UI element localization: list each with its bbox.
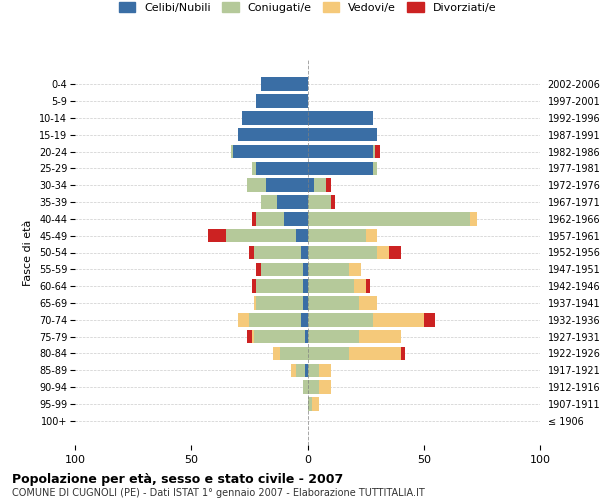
Bar [375,145,380,158]
Bar [261,262,303,276]
Bar [373,145,375,158]
Bar [250,313,301,326]
Bar [277,196,308,209]
Bar [301,313,308,326]
Bar [319,364,331,377]
Bar [349,262,361,276]
Bar [308,212,470,226]
Bar [261,196,277,209]
Bar [254,296,256,310]
Bar [303,296,308,310]
Bar [250,246,254,259]
Bar [303,262,308,276]
Bar [256,162,308,175]
Bar [314,178,326,192]
Bar [349,346,401,360]
Bar [308,296,359,310]
Bar [254,330,305,344]
Bar [389,246,401,259]
Bar [242,111,308,124]
Bar [365,280,370,293]
Bar [238,128,308,141]
Bar [254,246,301,259]
Bar [326,178,331,192]
Bar [256,280,303,293]
Bar [256,262,261,276]
Bar [252,330,254,344]
Y-axis label: Fasce di età: Fasce di età [23,220,34,286]
Bar [308,246,377,259]
Bar [303,380,308,394]
Bar [308,313,373,326]
Bar [308,380,319,394]
Bar [303,280,308,293]
Bar [470,212,477,226]
Bar [256,94,308,108]
Bar [280,346,308,360]
Bar [256,296,303,310]
Bar [272,346,280,360]
Bar [308,178,314,192]
Bar [308,128,377,141]
Bar [319,380,331,394]
Bar [308,111,373,124]
Bar [308,346,349,360]
Bar [296,229,308,242]
Bar [308,280,354,293]
Bar [238,313,250,326]
Bar [226,229,296,242]
Bar [308,196,331,209]
Bar [331,196,335,209]
Bar [301,246,308,259]
Bar [312,397,319,410]
Bar [308,145,373,158]
Bar [305,330,308,344]
Bar [233,145,308,158]
Bar [231,145,233,158]
Bar [208,229,226,242]
Bar [365,229,377,242]
Bar [305,364,308,377]
Bar [424,313,436,326]
Bar [354,280,365,293]
Bar [308,162,373,175]
Bar [256,212,284,226]
Bar [284,212,308,226]
Bar [252,280,256,293]
Bar [377,246,389,259]
Bar [247,330,252,344]
Text: Popolazione per età, sesso e stato civile - 2007: Popolazione per età, sesso e stato civil… [12,472,343,486]
Bar [296,364,305,377]
Bar [252,162,256,175]
Text: COMUNE DI CUGNOLI (PE) - Dati ISTAT 1° gennaio 2007 - Elaborazione TUTTITALIA.IT: COMUNE DI CUGNOLI (PE) - Dati ISTAT 1° g… [12,488,425,498]
Bar [308,262,349,276]
Bar [373,313,424,326]
Bar [266,178,308,192]
Bar [401,346,405,360]
Bar [359,296,377,310]
Bar [247,178,266,192]
Bar [373,162,377,175]
Bar [308,330,359,344]
Legend: Celibi/Nubili, Coniugati/e, Vedovi/e, Divorziati/e: Celibi/Nubili, Coniugati/e, Vedovi/e, Di… [113,0,502,18]
Bar [308,364,319,377]
Bar [261,78,308,91]
Bar [252,212,256,226]
Bar [308,229,365,242]
Bar [308,397,312,410]
Bar [291,364,296,377]
Bar [359,330,401,344]
